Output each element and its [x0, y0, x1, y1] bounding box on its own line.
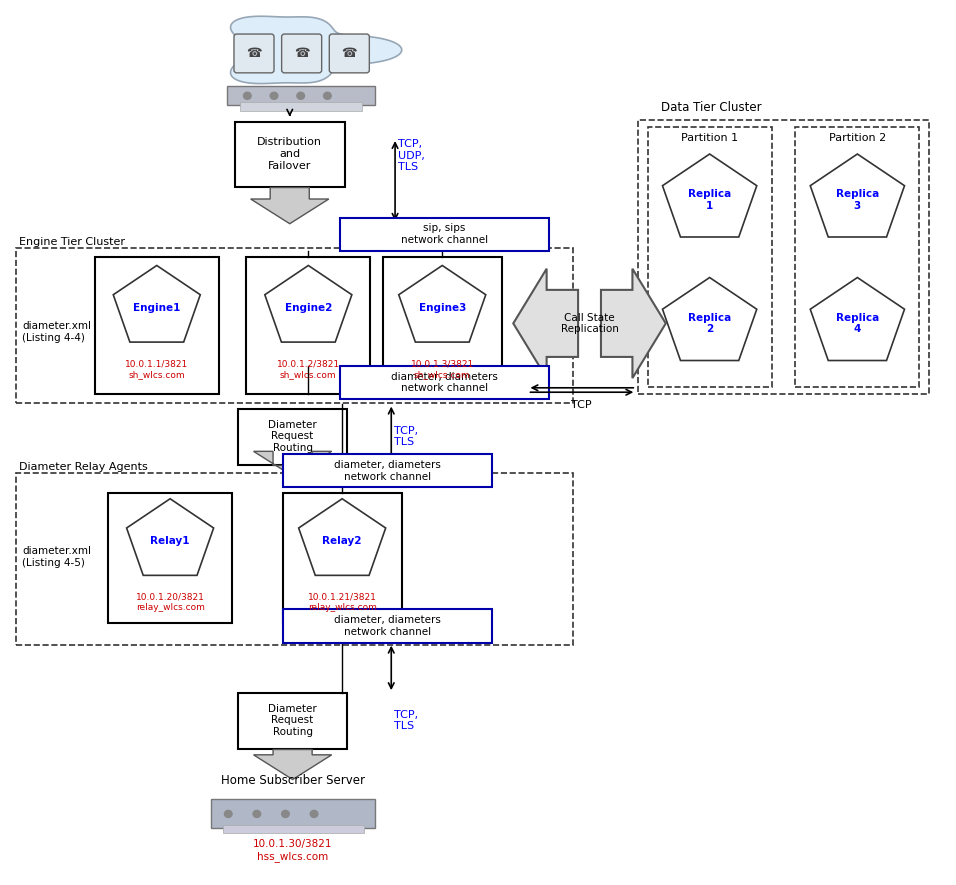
Text: diameter.xml
(Listing 4-4): diameter.xml (Listing 4-4) — [22, 321, 92, 343]
Polygon shape — [399, 266, 486, 342]
Text: 10.0.1.3/3821
sh_wlcs.com: 10.0.1.3/3821 sh_wlcs.com — [411, 359, 474, 379]
Bar — [95, 258, 219, 394]
Text: ☎: ☎ — [247, 47, 262, 60]
Text: Partition 2: Partition 2 — [829, 133, 886, 142]
Bar — [238, 693, 347, 749]
Text: ☎: ☎ — [293, 47, 310, 60]
Bar — [283, 454, 492, 488]
Text: Replica
1: Replica 1 — [688, 189, 731, 211]
FancyBboxPatch shape — [282, 34, 321, 73]
Bar — [795, 127, 920, 387]
Polygon shape — [663, 154, 757, 237]
Text: Data Tier Cluster: Data Tier Cluster — [661, 101, 762, 114]
Polygon shape — [250, 188, 329, 224]
Text: 10.0.1.1/3821
sh_wlcs.com: 10.0.1.1/3821 sh_wlcs.com — [125, 359, 188, 379]
Polygon shape — [253, 750, 332, 780]
Bar — [647, 127, 771, 387]
Polygon shape — [811, 154, 904, 237]
Text: diameter, diameters
network channel: diameter, diameters network channel — [391, 372, 498, 393]
Bar — [382, 258, 502, 394]
Text: Engine Tier Cluster: Engine Tier Cluster — [18, 236, 124, 247]
FancyBboxPatch shape — [234, 34, 274, 73]
Circle shape — [311, 811, 317, 818]
Text: TCP: TCP — [571, 400, 591, 410]
Text: 10.0.1.2/3821
sh_wlcs.com: 10.0.1.2/3821 sh_wlcs.com — [277, 359, 340, 379]
Text: TCP,
TLS: TCP, TLS — [394, 710, 418, 731]
Text: diameter, diameters
network channel: diameter, diameters network channel — [334, 615, 441, 637]
Text: Call State
Replication: Call State Replication — [560, 312, 619, 335]
Polygon shape — [513, 269, 578, 378]
Bar — [223, 825, 363, 834]
Polygon shape — [601, 269, 665, 378]
Circle shape — [271, 92, 278, 99]
Circle shape — [253, 811, 261, 818]
Bar — [15, 473, 574, 645]
Text: Distribution
and
Failover: Distribution and Failover — [257, 137, 322, 171]
Text: 10.0.1.21/3821
relay_wlcs.com: 10.0.1.21/3821 relay_wlcs.com — [308, 592, 377, 612]
Bar — [283, 609, 492, 643]
Bar — [240, 102, 361, 111]
Text: Partition 1: Partition 1 — [681, 133, 738, 142]
Text: Engine3: Engine3 — [419, 303, 466, 312]
Polygon shape — [265, 266, 352, 342]
Bar — [339, 218, 550, 251]
Text: Home Subscriber Server: Home Subscriber Server — [221, 773, 364, 787]
Bar — [235, 122, 344, 187]
Text: Relay2: Relay2 — [322, 536, 362, 546]
Circle shape — [244, 92, 251, 99]
Bar — [238, 409, 347, 465]
Text: ☎: ☎ — [341, 47, 358, 60]
FancyBboxPatch shape — [329, 34, 369, 73]
Circle shape — [323, 92, 331, 99]
Polygon shape — [113, 266, 200, 342]
Text: TCP,
UDP,
TLS: TCP, UDP, TLS — [398, 139, 424, 173]
Text: diameter.xml
(Listing 4-5): diameter.xml (Listing 4-5) — [22, 546, 92, 568]
Polygon shape — [663, 278, 757, 360]
Text: Engine2: Engine2 — [285, 303, 332, 312]
Bar — [228, 86, 375, 105]
Text: Relay1: Relay1 — [150, 536, 190, 546]
Polygon shape — [126, 499, 213, 575]
Polygon shape — [811, 278, 904, 360]
Polygon shape — [230, 16, 402, 83]
Circle shape — [297, 92, 305, 99]
Text: 10.0.1.30/3821
hss_wlcs.com: 10.0.1.30/3821 hss_wlcs.com — [252, 840, 333, 862]
Polygon shape — [253, 451, 332, 476]
Text: Replica
3: Replica 3 — [836, 189, 879, 211]
Bar — [339, 366, 550, 399]
Bar — [15, 249, 574, 403]
Text: Replica
4: Replica 4 — [836, 312, 879, 335]
Text: sip, sips
network channel: sip, sips network channel — [402, 224, 489, 245]
Text: TCP,
TLS: TCP, TLS — [394, 426, 418, 447]
Text: Diameter
Request
Routing: Diameter Request Routing — [269, 419, 317, 453]
Text: Engine1: Engine1 — [133, 303, 181, 312]
Text: 10.0.1.20/3821
relay_wlcs.com: 10.0.1.20/3821 relay_wlcs.com — [136, 592, 205, 612]
Text: Diameter Relay Agents: Diameter Relay Agents — [18, 463, 147, 473]
Circle shape — [225, 811, 232, 818]
Bar — [639, 120, 929, 394]
Text: diameter, diameters
network channel: diameter, diameters network channel — [334, 460, 441, 481]
Text: Diameter
Request
Routing: Diameter Request Routing — [269, 704, 317, 737]
Polygon shape — [298, 499, 385, 575]
Circle shape — [282, 811, 290, 818]
Text: Replica
2: Replica 2 — [688, 312, 731, 335]
Bar — [108, 493, 232, 623]
Bar — [283, 493, 402, 623]
Bar — [247, 258, 370, 394]
Bar — [211, 799, 375, 828]
